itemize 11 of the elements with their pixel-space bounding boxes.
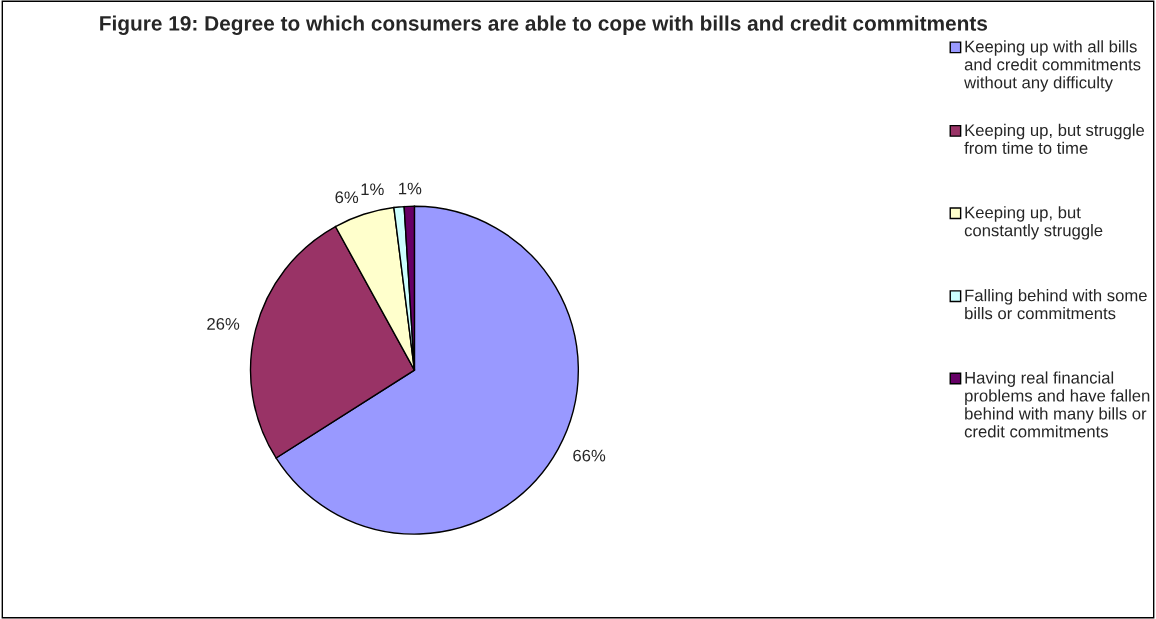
data-label: 1% (361, 183, 384, 196)
legend-label: Keeping up with all bills and credit commitments without any difficulty (964, 40, 1141, 92)
legend-label: Keeping up, but constantly struggle (964, 206, 1103, 240)
legend-label: Keeping up, but struggle from time to time (964, 123, 1145, 154)
legend-label: Falling behind with some bills or commitments (965, 289, 1147, 320)
data-label: 66% (573, 449, 606, 462)
legend-label: Having real financial problems and have fallen behind with many bills or credit commitments (964, 371, 1150, 438)
data-label: 1% (399, 182, 422, 195)
chart-title: Figure 19: Degree to which consumers are able to cope with bills and credit commitments (100, 15, 988, 35)
data-label: 26% (207, 317, 240, 330)
data-label: 6% (335, 191, 359, 204)
